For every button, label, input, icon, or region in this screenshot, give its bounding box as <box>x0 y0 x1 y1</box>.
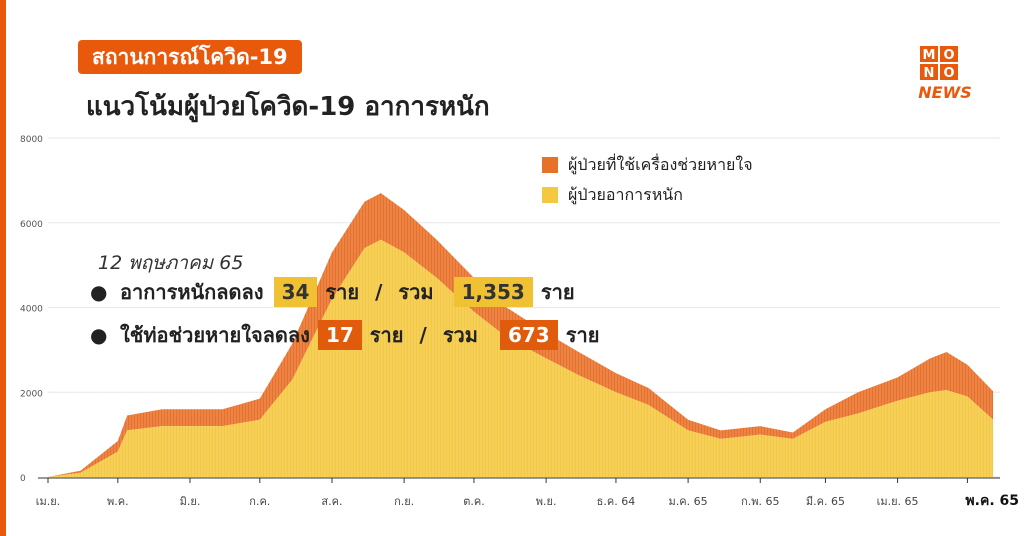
ventilator-decrease-text: ใช้ท่อช่วยหายใจลดลง <box>120 323 310 347</box>
bullet-icon: ● <box>90 280 108 304</box>
logo-letter-o2: O <box>943 66 954 81</box>
topic-tag: สถานการณ์โควิด-19 <box>78 40 302 74</box>
logo-box-1 <box>920 46 938 62</box>
severe-total-value: 1,353 <box>453 277 533 307</box>
y-tick-label: 4000 <box>20 305 43 315</box>
x-tick-label: พ.ย. <box>536 495 557 508</box>
logo-box-3 <box>920 64 938 80</box>
x-tick-label: ก.ย. <box>394 495 414 508</box>
legend-swatch-severe <box>542 187 558 203</box>
legend-item-severe: ผู้ป่วยอาการหนัก <box>542 180 753 210</box>
legend-label-severe: ผู้ป่วยอาการหนัก <box>568 184 683 204</box>
bullet-icon: ● <box>90 323 108 347</box>
x-tick-label: ม.ค. 65 <box>669 495 708 508</box>
x-tick-label: พ.ค. <box>107 495 129 508</box>
logo-word-news: NEWS <box>918 83 972 102</box>
x-tick-label: มี.ค. 65 <box>806 495 845 508</box>
x-tick-label: เม.ย. 65 <box>877 495 919 508</box>
severe-decrease-value: 34 <box>273 277 318 307</box>
x-tick-label: ส.ค. <box>321 495 342 508</box>
logo-letter-n: N <box>924 66 935 81</box>
unit-label: ราย <box>565 323 600 347</box>
y-axis: 0 2000 4000 6000 8000 <box>20 135 43 484</box>
logo-box-2 <box>940 46 958 62</box>
chart-title: แนวโน้มผู้ป่วยโควิด-19 อาการหนัก <box>86 92 490 122</box>
x-axis: เม.ย. พ.ค. มิ.ย. ก.ค. ส.ค. ก.ย. ต.ค. พ.ย. ธ.ค. 6… <box>36 477 1019 509</box>
separator: / <box>375 280 383 304</box>
ventilator-decrease-value: 17 <box>317 320 362 350</box>
mono-news-logo: M O N O NEWS <box>918 46 972 102</box>
annotation-ventilator-line: ● ใช้ท่อช่วยหายใจลดลง 17 ราย / รวม 673 ร… <box>90 319 607 351</box>
logo-box-4 <box>940 64 958 80</box>
x-tick-label: มิ.ย. <box>180 495 201 508</box>
ventilator-total-value: 673 <box>499 320 558 350</box>
x-tick-label: ก.ค. <box>249 495 270 508</box>
y-tick-label: 8000 <box>20 135 43 145</box>
x-tick-label: พ.ค. 65 <box>965 493 1019 509</box>
legend-item-ventilator: ผู้ป่วยที่ใช้เครื่องช่วยหายใจ <box>542 150 753 180</box>
severe-decrease-text: อาการหนักลดลง <box>120 280 264 304</box>
annotation-severe-line: ● อาการหนักลดลง 34 ราย / รวม 1,353 ราย <box>90 276 583 308</box>
legend-swatch-ventilator <box>542 157 558 173</box>
series-area-severe <box>48 239 994 477</box>
x-tick-label: เม.ย. <box>36 495 60 508</box>
x-tick-label: ก.พ. 65 <box>741 495 779 508</box>
y-tick-label: 2000 <box>20 389 43 399</box>
unit-label: ราย <box>540 280 575 304</box>
left-accent-bar <box>0 0 6 536</box>
annotation-date: 12 พฤษภาคม 65 <box>98 252 244 274</box>
y-tick-label: 0 <box>20 474 26 484</box>
legend: ผู้ป่วยที่ใช้เครื่องช่วยหายใจ ผู้ป่วยอาก… <box>542 150 753 210</box>
y-tick-label: 6000 <box>20 220 43 230</box>
unit-label: ราย <box>325 280 360 304</box>
legend-label-ventilator: ผู้ป่วยที่ใช้เครื่องช่วยหายใจ <box>568 154 753 174</box>
total-word: รวม <box>398 280 434 304</box>
bar-texture <box>51 138 998 477</box>
x-tick-label: ธ.ค. 64 <box>597 495 636 508</box>
total-word: รวม <box>442 323 478 347</box>
unit-label: ราย <box>369 323 404 347</box>
logo-letter-o1: O <box>943 48 954 63</box>
logo-letter-m: M <box>923 48 936 63</box>
separator: / <box>419 323 427 347</box>
x-tick-label: ต.ค. <box>463 495 485 508</box>
